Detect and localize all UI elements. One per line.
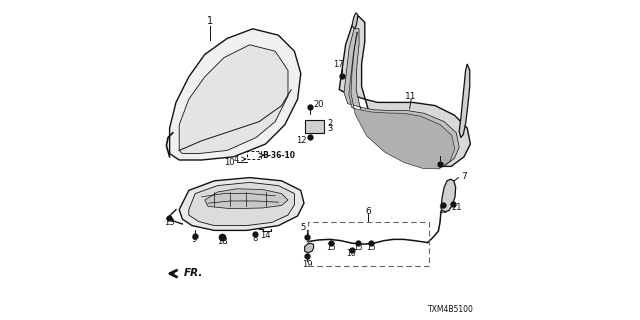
Text: 2: 2 bbox=[328, 119, 333, 128]
Text: 16: 16 bbox=[346, 249, 356, 258]
Polygon shape bbox=[441, 179, 456, 212]
Polygon shape bbox=[352, 13, 358, 29]
Text: 12: 12 bbox=[296, 136, 307, 145]
Text: 15: 15 bbox=[438, 206, 447, 215]
Polygon shape bbox=[349, 32, 455, 169]
Polygon shape bbox=[460, 64, 470, 138]
Text: 9: 9 bbox=[192, 236, 197, 244]
FancyBboxPatch shape bbox=[305, 120, 324, 133]
Polygon shape bbox=[339, 16, 470, 166]
Text: FR.: FR. bbox=[184, 268, 204, 278]
Text: 1: 1 bbox=[207, 16, 212, 26]
Text: 18: 18 bbox=[217, 237, 228, 246]
Text: 8: 8 bbox=[253, 234, 258, 243]
Polygon shape bbox=[344, 28, 460, 166]
Text: 14: 14 bbox=[260, 231, 271, 240]
Bar bbox=[308, 222, 429, 266]
Text: 10: 10 bbox=[224, 158, 235, 167]
Text: 6: 6 bbox=[365, 207, 371, 216]
Text: 7: 7 bbox=[461, 172, 467, 180]
Text: 21: 21 bbox=[452, 203, 462, 212]
Text: 3: 3 bbox=[328, 124, 333, 132]
Text: 15: 15 bbox=[326, 243, 336, 252]
Polygon shape bbox=[305, 243, 314, 253]
Polygon shape bbox=[189, 182, 294, 226]
Text: 20: 20 bbox=[314, 100, 324, 109]
Text: 11: 11 bbox=[406, 92, 417, 100]
Polygon shape bbox=[179, 45, 288, 154]
Polygon shape bbox=[170, 29, 301, 160]
Text: 17: 17 bbox=[333, 60, 344, 68]
Text: 17: 17 bbox=[439, 151, 449, 160]
Text: 19: 19 bbox=[302, 260, 312, 269]
Text: 5: 5 bbox=[301, 223, 306, 232]
Text: 15: 15 bbox=[353, 243, 363, 252]
Polygon shape bbox=[179, 178, 304, 230]
Text: 13: 13 bbox=[164, 218, 174, 227]
Polygon shape bbox=[205, 189, 288, 209]
Text: 4: 4 bbox=[233, 155, 239, 164]
Text: 15: 15 bbox=[366, 243, 376, 252]
Text: B-36-10: B-36-10 bbox=[262, 151, 295, 160]
Text: TXM4B5100: TXM4B5100 bbox=[428, 305, 474, 314]
